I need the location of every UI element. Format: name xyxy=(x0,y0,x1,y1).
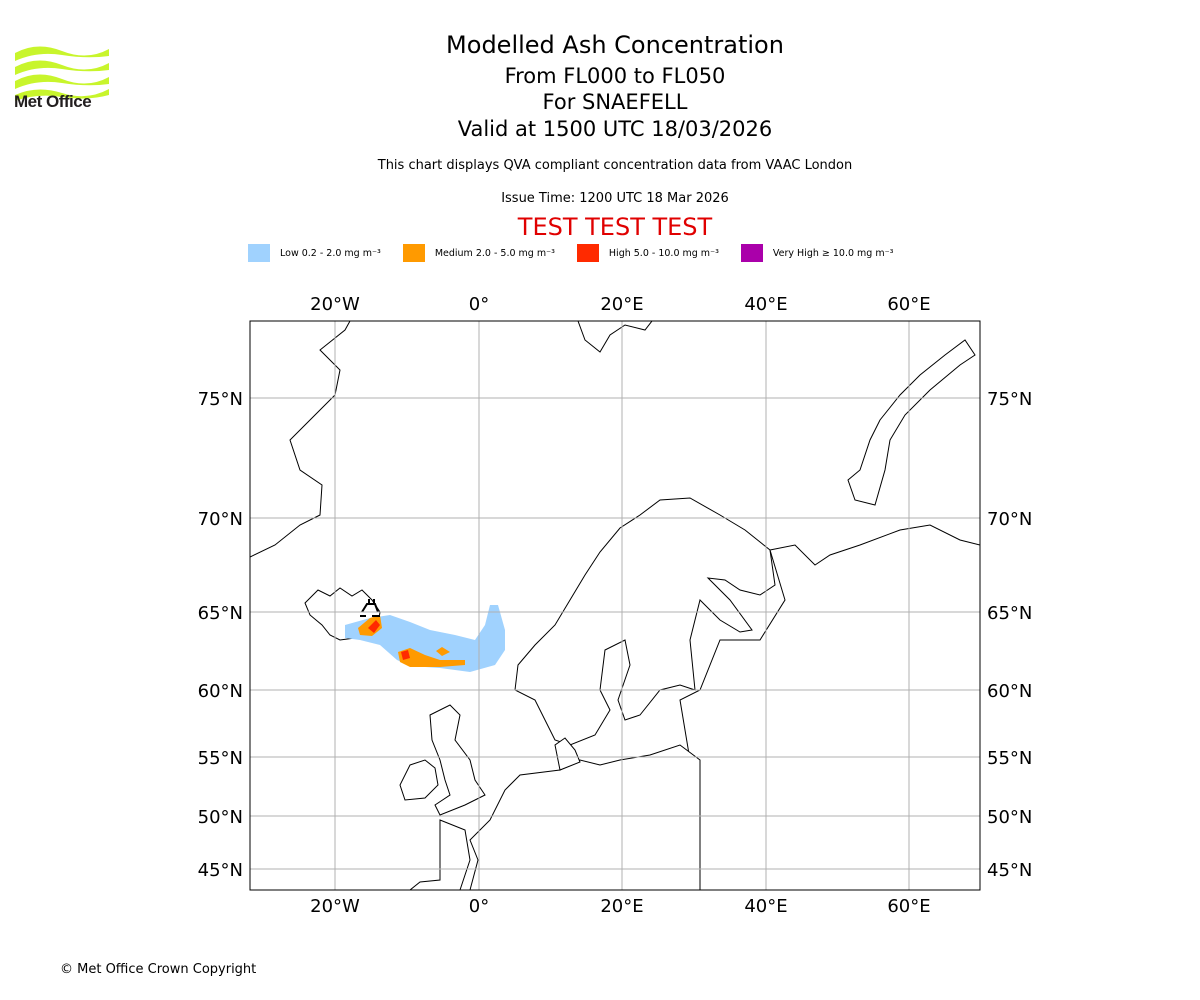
lon-label-bottom: 40°E xyxy=(744,896,787,917)
lat-label-left: 45°N xyxy=(198,860,243,881)
lon-label-top: 40°E xyxy=(744,294,787,315)
lat-label-left: 55°N xyxy=(198,748,243,769)
lat-label-left: 50°N xyxy=(198,807,243,828)
legend-low: Low 0.2 - 2.0 mg m⁻³ xyxy=(248,244,381,262)
novaya-zemlya xyxy=(847,339,976,506)
lon-label-bottom: 60°E xyxy=(887,896,930,917)
lon-label-top: 20°W xyxy=(310,294,360,315)
russia-north xyxy=(679,524,980,890)
volcano-icon xyxy=(360,599,380,617)
legend-medium: Medium 2.0 - 5.0 mg m⁻³ xyxy=(402,244,555,262)
svalbard xyxy=(577,321,653,353)
lat-label-left: 70°N xyxy=(198,509,243,530)
great-britain xyxy=(429,704,486,816)
flight-levels: From FL000 to FL050 xyxy=(504,64,726,88)
lat-label-right: 75°N xyxy=(987,389,1032,410)
met-office-logo xyxy=(15,46,109,101)
volcano-name: For SNAEFELL xyxy=(542,90,688,114)
legend-label: Medium 2.0 - 5.0 mg m⁻³ xyxy=(434,247,555,259)
lon-label-bottom: 20°E xyxy=(600,896,643,917)
legend-swatch xyxy=(740,244,763,262)
logo-text: Met Office xyxy=(14,92,92,111)
map-frame xyxy=(249,320,981,891)
lat-label-right: 70°N xyxy=(987,509,1032,530)
chart-title: Modelled Ash Concentration xyxy=(446,31,784,59)
lat-label-right: 50°N xyxy=(987,807,1032,828)
legend-label: Low 0.2 - 2.0 mg m⁻³ xyxy=(280,247,381,259)
lat-label-left: 75°N xyxy=(198,389,243,410)
lon-label-top: 20°E xyxy=(600,294,643,315)
legend-label: High 5.0 - 10.0 mg m⁻³ xyxy=(608,247,719,259)
europe xyxy=(469,744,701,890)
scandinavia xyxy=(514,497,776,746)
graticule xyxy=(250,321,980,890)
legend-very-high: Very High ≥ 10.0 mg m⁻³ xyxy=(740,244,894,262)
france xyxy=(409,819,471,890)
lat-label-right: 65°N xyxy=(987,603,1032,624)
lon-label-top: 60°E xyxy=(887,294,930,315)
legend-label: Very High ≥ 10.0 mg m⁻³ xyxy=(772,247,894,259)
ash-plume xyxy=(345,605,505,672)
legend-high: High 5.0 - 10.0 mg m⁻³ xyxy=(576,244,719,262)
legend-swatch xyxy=(576,244,599,262)
valid-time: Valid at 1500 UTC 18/03/2026 xyxy=(457,117,773,141)
lat-label-left: 65°N xyxy=(198,603,243,624)
lon-label-bottom: 20°W xyxy=(310,896,360,917)
lon-label-top: 0° xyxy=(469,294,489,315)
denmark xyxy=(554,737,581,771)
ireland xyxy=(399,759,439,801)
lon-label-bottom: 0° xyxy=(469,896,489,917)
issue-time: Issue Time: 1200 UTC 18 Mar 2026 xyxy=(501,191,729,206)
qva-note: This chart displays QVA compliant concen… xyxy=(377,158,853,173)
legend: Low 0.2 - 2.0 mg m⁻³ Medium 2.0 - 5.0 mg… xyxy=(248,244,915,262)
test-banner: TEST TEST TEST xyxy=(517,213,713,241)
legend-swatch xyxy=(248,244,270,262)
greenland xyxy=(250,321,351,558)
land xyxy=(250,321,980,890)
lat-label-left: 60°N xyxy=(198,681,243,702)
lat-label-right: 45°N xyxy=(987,860,1032,881)
lat-label-right: 55°N xyxy=(987,748,1032,769)
copyright: © Met Office Crown Copyright xyxy=(60,962,257,977)
legend-swatch xyxy=(402,244,425,262)
lat-label-right: 60°N xyxy=(987,681,1032,702)
